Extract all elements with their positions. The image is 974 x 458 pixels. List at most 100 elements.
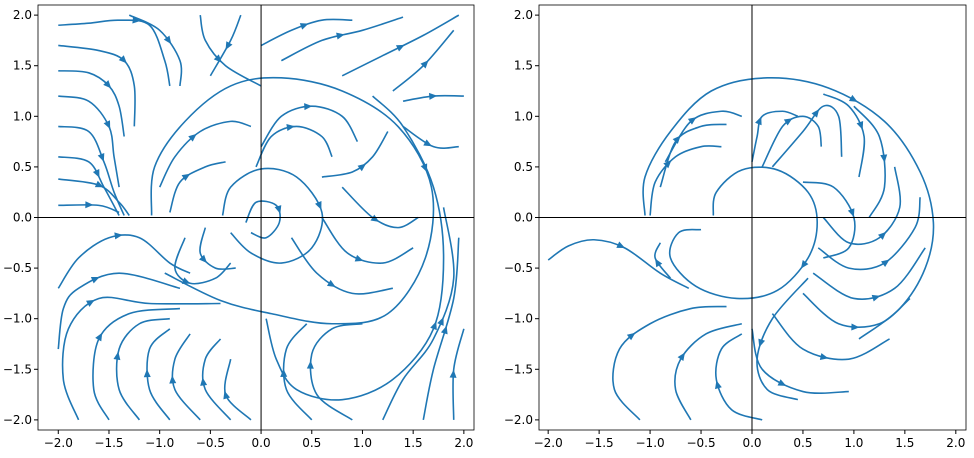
streamline-arrow (326, 279, 336, 288)
streamline (649, 145, 722, 216)
streamline (817, 197, 921, 271)
streamline-arrow (687, 117, 697, 125)
streamline (612, 305, 727, 421)
x-tick-label: −1.0 (636, 436, 665, 450)
streamline (822, 93, 866, 178)
streamline-arrow (755, 116, 762, 126)
y-tick-label: −1.0 (504, 312, 533, 326)
y-tick-label: 0.5 (514, 160, 533, 174)
streamline-arrow (440, 325, 448, 335)
streamline (309, 322, 363, 421)
streamline (290, 237, 394, 295)
streamline (146, 328, 171, 421)
streamline (265, 95, 445, 401)
streamline-arrow (118, 55, 127, 64)
streamline-arrow (800, 260, 809, 269)
x-tick-label: −1.5 (585, 436, 614, 450)
streamline (58, 204, 120, 214)
streamline-arrow (103, 80, 112, 89)
x-tick-label: 1.0 (353, 436, 372, 450)
streamline-arrow (357, 163, 367, 172)
streamline-arrow (777, 379, 787, 386)
streamline-arrow (113, 351, 121, 361)
x-tick-label: 0.5 (302, 436, 321, 450)
y-tick-label: −0.5 (504, 261, 533, 275)
y-tick-label: −1.5 (3, 362, 32, 376)
streamline (452, 328, 465, 420)
streamline-arrow (395, 44, 405, 52)
streamline-arrow (354, 254, 364, 262)
streamline-arrow (881, 259, 890, 268)
streamline (392, 29, 455, 92)
streamline (547, 238, 690, 290)
streamline-arrow (94, 180, 104, 188)
streamline (150, 76, 435, 325)
streamline-arrow (85, 201, 94, 209)
streamline (659, 123, 727, 188)
streamline (402, 125, 459, 149)
x-tick-label: 1.5 (404, 436, 423, 450)
streamline (221, 167, 324, 264)
streamline (58, 95, 120, 188)
streamline-arrow (92, 169, 100, 178)
streamline-arrow (188, 133, 197, 142)
x-tick-label: −0.5 (686, 436, 715, 450)
y-tick-label: −2.0 (3, 413, 32, 427)
streamline (664, 110, 743, 163)
streamline-arrow (856, 120, 864, 130)
streamline-arrow (677, 352, 685, 362)
streamline (174, 237, 232, 285)
y-tick-label: −1.5 (504, 362, 533, 376)
streamline (61, 296, 221, 421)
x-tick-label: −1.0 (145, 436, 174, 450)
streamline-arrow (143, 369, 151, 378)
streamline (128, 14, 183, 86)
streamline (715, 333, 763, 421)
streamline (422, 237, 460, 421)
streamline-arrow (223, 390, 231, 400)
streamline-arrow (449, 369, 457, 378)
streamline-arrow (169, 375, 177, 384)
streamline (382, 207, 455, 421)
streamline-arrow (336, 32, 345, 40)
streamline-arrow (200, 377, 208, 386)
y-tick-label: −2.0 (504, 413, 533, 427)
streamline-arrow (198, 254, 207, 264)
streamline-arrow (877, 231, 887, 240)
streamline (201, 338, 232, 421)
x-tick-label: 1.0 (844, 436, 863, 450)
streamline-arrow (423, 139, 432, 147)
streamline (761, 115, 823, 168)
streamline-arrow (90, 276, 100, 284)
x-tick-label: −2.0 (534, 436, 563, 450)
x-tick-label: −1.5 (94, 436, 123, 450)
streamline (169, 161, 226, 213)
streamline (245, 200, 281, 239)
y-tick-label: 2.0 (13, 8, 32, 22)
streamline-arrow (655, 258, 663, 268)
streamline (260, 18, 353, 47)
x-tick-label: 2.0 (946, 436, 965, 450)
streamline-arrow (163, 35, 172, 45)
subplot-1: −2.0 −2.0 −1.5 −1.5 −1.0 −1.0 −0.5 −0.5 0.0 0.0 0.… (3, 4, 475, 450)
streamline (58, 178, 130, 216)
streamline-arrow (280, 368, 288, 377)
y-tick-label: 2.0 (514, 8, 533, 22)
y-tick-label: 1.0 (514, 109, 533, 123)
streamline (674, 322, 743, 421)
streamline-arrow (97, 153, 105, 162)
streamline-arrow (851, 323, 860, 331)
streamline-arrow (114, 232, 123, 240)
streamline-arrow (848, 94, 858, 102)
streamline-arrow (420, 60, 429, 69)
streamline-arrow (811, 109, 820, 118)
streamline (642, 77, 935, 340)
streamline (57, 272, 181, 350)
x-tick-label: −2.0 (44, 436, 73, 450)
streamline (58, 125, 125, 216)
y-tick-label: 0.5 (13, 160, 32, 174)
streamline (58, 19, 171, 87)
streamline (822, 166, 902, 246)
streamline-arrow (819, 353, 829, 360)
